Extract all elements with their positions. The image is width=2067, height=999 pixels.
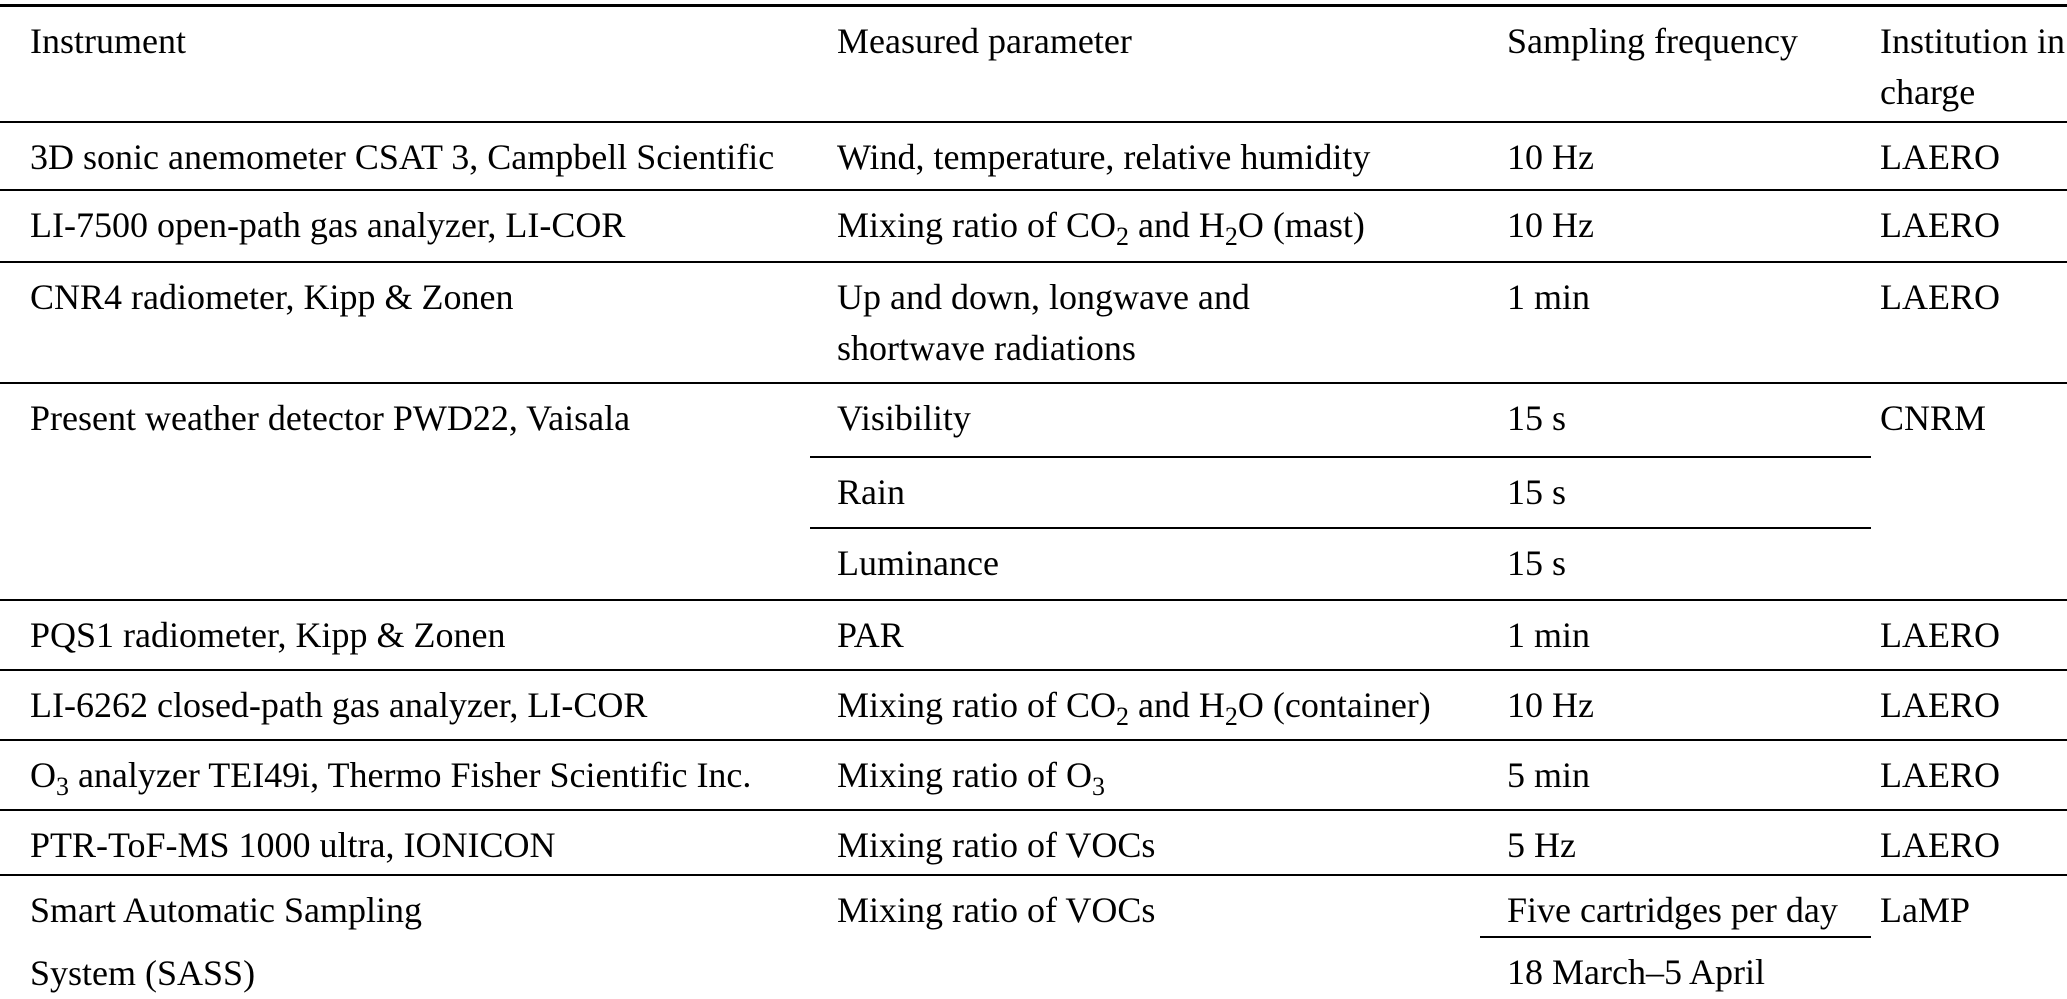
cell-institution: LAERO (1871, 120, 2067, 190)
cell-parameter: Mixing ratio of CO2 and H2O (mast) (810, 188, 1480, 262)
cell-parameter: Up and down, longwave and shortwave radia… (810, 260, 1480, 383)
cell-frequency: 18 March–5 April (1507, 951, 1765, 992)
cell-parameter: PAR (810, 598, 1480, 670)
cell-instrument: Smart Automatic Sampling System (SASS) (0, 873, 810, 999)
table-sub-row: Rain 15 s (0, 456, 2067, 529)
cell-frequency: Five cartridges per day (1480, 873, 1871, 938)
cell-parameter: Mixing ratio of VOCs (810, 808, 1480, 875)
cell-frequency: 1 min (1480, 598, 1871, 670)
cell-instrument: PQS1 radiometer, Kipp & Zonen (0, 598, 810, 670)
cell-instrument: LI-6262 closed-path gas analyzer, LI-COR (0, 668, 810, 740)
cell-instrument: PTR-ToF-MS 1000 ultra, IONICON (0, 808, 810, 875)
table-sub-row: 18 March–5 April (0, 937, 2067, 999)
cell-parameter: Visibility (810, 381, 1480, 458)
table-row: LI-7500 open-path gas analyzer, LI-COR M… (0, 188, 2067, 262)
cell-frequency: 1 min (1480, 260, 1871, 383)
cell-frequency: 5 Hz (1480, 808, 1871, 875)
cell-instrument: 3D sonic anemometer CSAT 3, Campbell Sci… (0, 120, 810, 190)
col-header-parameter: Measured parameter (837, 21, 1132, 61)
cell-frequency: 10 Hz (1480, 120, 1871, 190)
cell-institution: CNRM (1871, 381, 2067, 600)
cell-frequency: 15 s (1507, 542, 1567, 583)
cell-parameter: Mixing ratio of O3 (810, 738, 1480, 810)
table-sub-row: Luminance 15 s (0, 528, 2067, 600)
table-row: 3D sonic anemometer CSAT 3, Campbell Sci… (0, 120, 2067, 190)
instrument-line-1: Smart Automatic Sampling (30, 889, 422, 930)
cell-parameter: Wind, temperature, relative humidity (810, 120, 1480, 190)
cell-institution: LaMP (1871, 873, 2067, 999)
cell-instrument: LI-7500 open-path gas analyzer, LI-COR (0, 188, 810, 262)
cell-instrument: O3 analyzer TEI49i, Thermo Fisher Scient… (0, 738, 810, 810)
instrument-line-2: System (SASS) (30, 952, 256, 993)
table-row: PTR-ToF-MS 1000 ultra, IONICON Mixing ra… (0, 808, 2067, 875)
table-row: O3 analyzer TEI49i, Thermo Fisher Scient… (0, 738, 2067, 810)
table-row: PQS1 radiometer, Kipp & Zonen PAR 1 min … (0, 598, 2067, 670)
table-row: Smart Automatic Sampling System (SASS) M… (0, 873, 2067, 999)
table-header-row: Instrument Measured parameter Sampling f… (0, 6, 2067, 122)
cell-frequency: 15 s (1480, 381, 1871, 458)
cell-instrument: CNR4 radiometer, Kipp & Zonen (0, 260, 810, 383)
cell-frequency: 5 min (1480, 738, 1871, 810)
cell-institution: LAERO (1871, 668, 2067, 740)
table-row: CNR4 radiometer, Kipp & Zonen Up and dow… (0, 260, 2067, 383)
cell-instrument: Present weather detector PWD22, Vaisala (0, 381, 810, 600)
cell-frequency: 10 Hz (1480, 188, 1871, 262)
table-row: LI-6262 closed-path gas analyzer, LI-COR… (0, 668, 2067, 740)
col-header-instrument: Instrument (30, 21, 186, 61)
table-row: Present weather detector PWD22, Vaisala … (0, 381, 2067, 600)
cell-parameter: Mixing ratio of CO2 and H2O (container) (810, 668, 1480, 740)
cell-parameter: Mixing ratio of VOCs (810, 873, 1480, 999)
col-header-institution: Institution in charge (1880, 21, 2066, 113)
cell-parameter: Luminance (837, 542, 999, 583)
cell-frequency: 10 Hz (1480, 668, 1871, 740)
cell-institution: LAERO (1871, 188, 2067, 262)
cell-institution: LAERO (1871, 808, 2067, 875)
cell-frequency: 15 s (1480, 456, 1871, 529)
cell-parameter: Rain (810, 456, 1480, 529)
cell-institution: LAERO (1871, 738, 2067, 810)
col-header-frequency: Sampling frequency (1507, 21, 1798, 61)
instruments-table: Instrument Measured parameter Sampling f… (0, 4, 2067, 999)
cell-institution: LAERO (1871, 260, 2067, 383)
cell-institution: LAERO (1871, 598, 2067, 670)
